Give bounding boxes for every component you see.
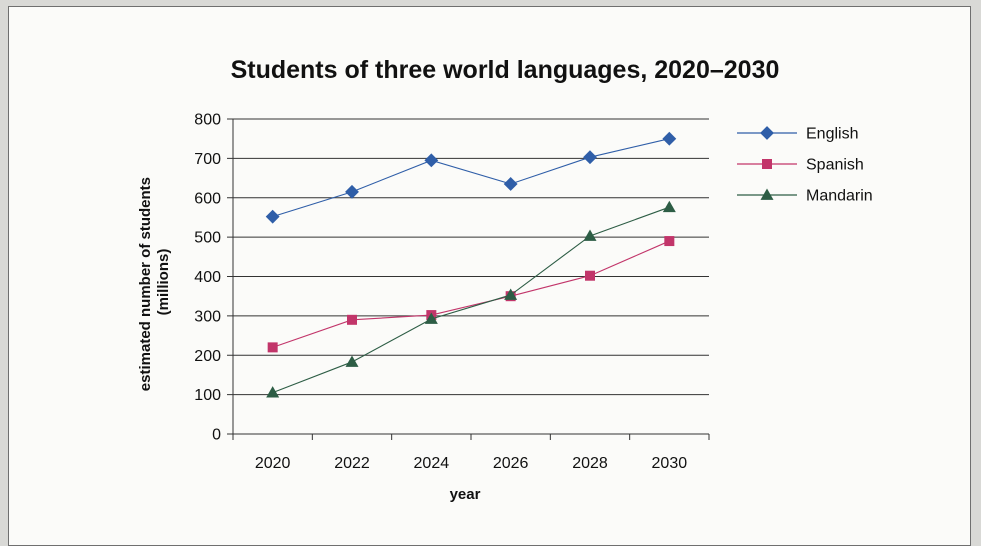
mandarin-line — [272, 206, 670, 394]
axes — [227, 118, 710, 440]
y-tick-labels: 0 100 200 300 400 500 600 700 800 — [194, 112, 221, 444]
y-tick-label: 700 — [194, 151, 221, 168]
y-tick-label: 500 — [194, 230, 221, 247]
english-point — [503, 177, 518, 191]
y-tick-label: 800 — [194, 112, 221, 129]
line-chart: Students of three world languages, 2020–… — [137, 56, 873, 503]
x-axis-title: year — [450, 486, 481, 503]
spanish-line — [272, 240, 670, 348]
legend-label-english: English — [806, 126, 858, 143]
series-spanish — [267, 236, 675, 353]
spanish-point — [664, 236, 675, 247]
english-point — [424, 153, 439, 168]
english-point — [265, 209, 280, 224]
english-point — [662, 131, 677, 146]
mandarin-point — [504, 288, 518, 300]
y-axis-title-line-2: (millions) — [155, 249, 172, 316]
mandarin-point — [345, 355, 359, 367]
y-tick-label: 300 — [194, 308, 221, 325]
y-tick-label: 200 — [194, 348, 221, 365]
mandarin-point — [424, 312, 438, 324]
spanish-point — [585, 270, 595, 281]
x-tick-labels: 2020 2022 2024 2026 2028 2030 — [255, 455, 687, 472]
english-line — [272, 138, 670, 218]
mandarin-point — [583, 229, 597, 241]
y-axis-title-line-1: estimated number of students — [137, 177, 154, 391]
x-tick-label: 2020 — [255, 455, 291, 472]
legend-marker-spanish — [762, 159, 772, 169]
series-mandarin — [266, 200, 676, 398]
series-english — [265, 131, 677, 224]
series-layer — [265, 131, 677, 398]
y-axis-title: estimated number of students (millions) — [137, 173, 172, 391]
legend-label-mandarin: Mandarin — [806, 188, 873, 205]
spanish-point — [347, 314, 357, 325]
legend-item-mandarin: Mandarin — [737, 188, 873, 205]
x-tick-label: 2026 — [493, 455, 529, 472]
y-tick-label: 400 — [194, 269, 221, 286]
x-tick-label: 2028 — [572, 455, 608, 472]
y-tick-label: 0 — [212, 427, 221, 444]
mandarin-point — [662, 200, 676, 213]
x-tick-label: 2024 — [414, 455, 450, 472]
legend-item-english: English — [737, 126, 858, 143]
english-point — [345, 184, 359, 199]
legend-marker-mandarin — [760, 188, 774, 200]
legend-label-spanish: Spanish — [806, 157, 864, 174]
x-tick-label: 2022 — [334, 455, 370, 472]
english-point — [583, 150, 597, 165]
y-tick-label: 100 — [194, 387, 221, 404]
spanish-point — [267, 342, 278, 353]
mandarin-point — [266, 386, 280, 398]
legend: English Spanish Mandarin — [737, 126, 873, 205]
chart-title: Students of three world languages, 2020–… — [231, 56, 780, 84]
legend-marker-english — [760, 126, 774, 140]
legend-item-spanish: Spanish — [737, 157, 864, 174]
gridlines — [233, 118, 709, 396]
chart-panel: Students of three world languages, 2020–… — [8, 6, 971, 546]
y-tick-label: 600 — [194, 190, 221, 207]
x-tick-label: 2030 — [652, 455, 688, 472]
